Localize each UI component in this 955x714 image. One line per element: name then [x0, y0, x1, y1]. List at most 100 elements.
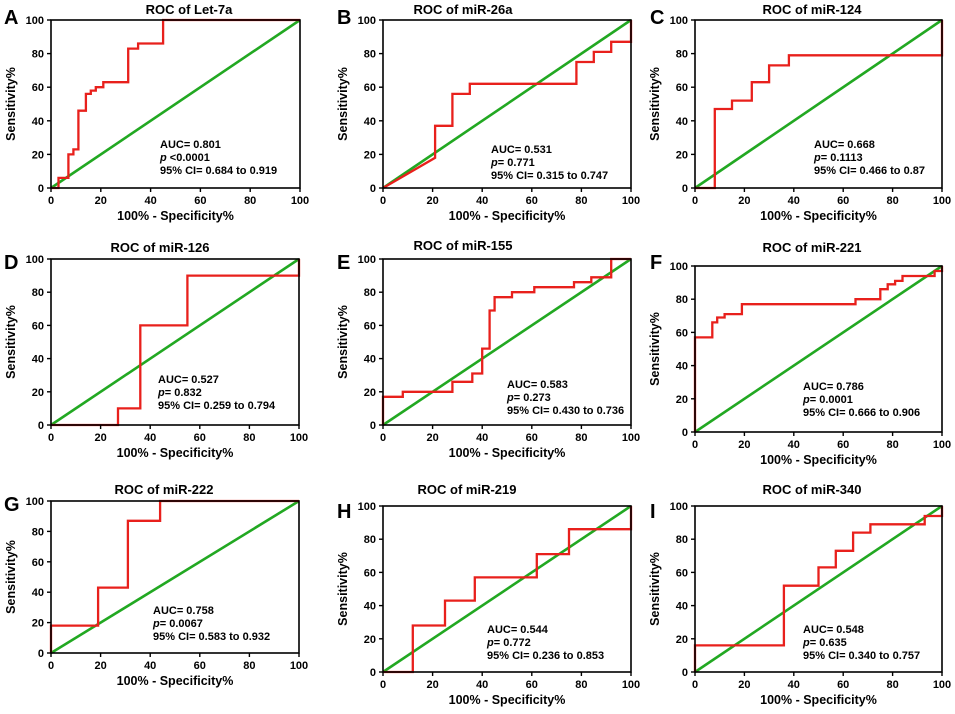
y-tick-label: 100 [26, 496, 44, 508]
x-tick-label: 20 [426, 679, 438, 691]
p-symbol: p [490, 157, 498, 169]
panel-f: F ROC of miR-221 0 20 40 60 80 100 0 20 40 60 80 100 1… [648, 240, 951, 467]
y-tick-label: 20 [32, 618, 44, 630]
y-tick-label: 0 [682, 427, 688, 439]
panel-c: C ROC of miR-124 0 20 40 60 80 100 0 20 40 60 80 100 1… [648, 2, 951, 223]
roc-curve [693, 506, 944, 672]
y-tick-label: 80 [364, 49, 376, 61]
y-tick-label: 60 [364, 82, 376, 94]
y-tick-label: 0 [38, 648, 44, 660]
x-tick-label: 60 [526, 679, 538, 691]
y-tick-label: 40 [32, 587, 44, 599]
confidence-interval: 95% CI= 0.315 to 0.747 [491, 170, 608, 182]
y-tick-label: 40 [32, 354, 44, 366]
auc-value: AUC= 0.786 [803, 381, 864, 393]
p-value: p= 0.0067 [152, 618, 203, 630]
y-tick-label: 60 [32, 557, 44, 569]
y-tick-label: 100 [358, 15, 376, 27]
y-tick-label: 0 [370, 183, 376, 195]
panel-letter: D [4, 252, 18, 274]
x-tick-label: 60 [194, 432, 206, 444]
y-tick-label: 20 [364, 149, 376, 161]
p-value: p= 0.273 [506, 392, 551, 404]
x-tick-label: 0 [380, 679, 386, 691]
x-tick-label: 60 [837, 195, 849, 207]
y-tick-label: 40 [32, 116, 44, 128]
reference-line [694, 264, 943, 434]
p-symbol: p [802, 394, 810, 406]
auc-value: AUC= 0.527 [158, 374, 219, 386]
x-tick-label: 60 [194, 660, 206, 672]
y-axis-label: Sensitivity% [4, 67, 18, 141]
y-tick-label: 80 [32, 526, 44, 538]
y-tick-label: 0 [38, 183, 44, 195]
panel-g: G ROC of miR-222 0 20 40 60 80 100 0 20 40 60 80 100 1… [4, 482, 308, 688]
p-value: p= 0.635 [802, 637, 847, 649]
y-tick-label: 100 [358, 254, 376, 266]
x-tick-label: 0 [692, 195, 698, 207]
panel-letter: F [650, 252, 662, 274]
auc-value: AUC= 0.668 [814, 139, 875, 151]
y-tick-label: 40 [364, 601, 376, 613]
x-axis-label: 100% - Specificity% [760, 209, 877, 223]
y-axis-label: Sensitivity% [4, 540, 18, 614]
plot-frame [50, 19, 301, 189]
panel-letter: B [337, 7, 351, 29]
plot-frame [382, 19, 632, 189]
p-symbol: p [157, 387, 165, 399]
p-value: p= 0.1113 [813, 152, 863, 164]
stray-mark: ` [653, 563, 657, 575]
roc-curve [693, 266, 944, 432]
auc-value: AUC= 0.531 [491, 144, 552, 156]
y-axis-label: Sensitivity% [336, 305, 350, 379]
confidence-interval: 95% CI= 0.666 to 0.906 [803, 407, 920, 419]
x-tick-label: 100 [290, 432, 308, 444]
chart-title: ROC of miR-340 [763, 482, 862, 497]
chart-title: ROC of miR-126 [111, 240, 210, 255]
confidence-interval: 95% CI= 0.236 to 0.853 [487, 650, 604, 662]
x-tick-label: 0 [692, 439, 698, 451]
x-tick-label: 20 [94, 660, 106, 672]
panel-h: H ROC of miR-219 0 20 40 60 80 100 0 20 40 60 80 100 1… [336, 482, 640, 707]
plot-frame [694, 265, 943, 433]
reference-line [382, 504, 632, 674]
y-tick-label: 0 [370, 420, 376, 432]
confidence-interval: 95% CI= 0.466 to 0.87 [814, 165, 925, 177]
y-tick-label: 40 [364, 116, 376, 128]
p-value: p= 0.771 [490, 157, 535, 169]
roc-curve [49, 499, 299, 653]
y-tick-label: 20 [364, 634, 376, 646]
p-value-number: = 0.0001 [810, 394, 853, 406]
roc-curve [51, 18, 300, 190]
y-tick-label: 20 [676, 634, 688, 646]
p-value-number: = 0.0067 [160, 618, 203, 630]
y-tick-label: 0 [38, 420, 44, 432]
x-tick-label: 80 [575, 432, 587, 444]
y-tick-label: 40 [364, 354, 376, 366]
chart-title: ROC of miR-221 [763, 240, 862, 255]
roc-curve [383, 506, 633, 674]
plot-frame [694, 19, 943, 189]
p-value-number: = 0.832 [165, 387, 202, 399]
x-tick-label: 20 [738, 679, 750, 691]
confidence-interval: 95% CI= 0.684 to 0.919 [160, 165, 277, 177]
x-tick-label: 60 [194, 195, 206, 207]
p-symbol: p [813, 152, 821, 164]
y-tick-label: 80 [32, 287, 44, 299]
x-tick-label: 20 [426, 195, 438, 207]
y-tick-label: 40 [676, 361, 688, 373]
chart-title: ROC of miR-222 [115, 482, 214, 497]
y-axis-label: Sensitivity% [336, 552, 350, 626]
chart-title: ROC of miR-155 [414, 238, 513, 253]
x-axis-label: 100% - Specificity% [449, 209, 566, 223]
panel-letter: H [337, 501, 351, 523]
panel-letter: E [337, 252, 350, 274]
x-tick-label: 40 [788, 679, 800, 691]
x-tick-label: 80 [886, 439, 898, 451]
p-value: p= 0.772 [486, 637, 531, 649]
panel-e: E ROC of miR-155 0 20 40 60 80 100 0 20 40 60 80 100 1… [336, 238, 640, 460]
y-tick-label: 80 [676, 294, 688, 306]
p-value-number: = 0.273 [514, 392, 551, 404]
y-tick-label: 0 [682, 667, 688, 679]
y-tick-label: 100 [26, 15, 44, 27]
